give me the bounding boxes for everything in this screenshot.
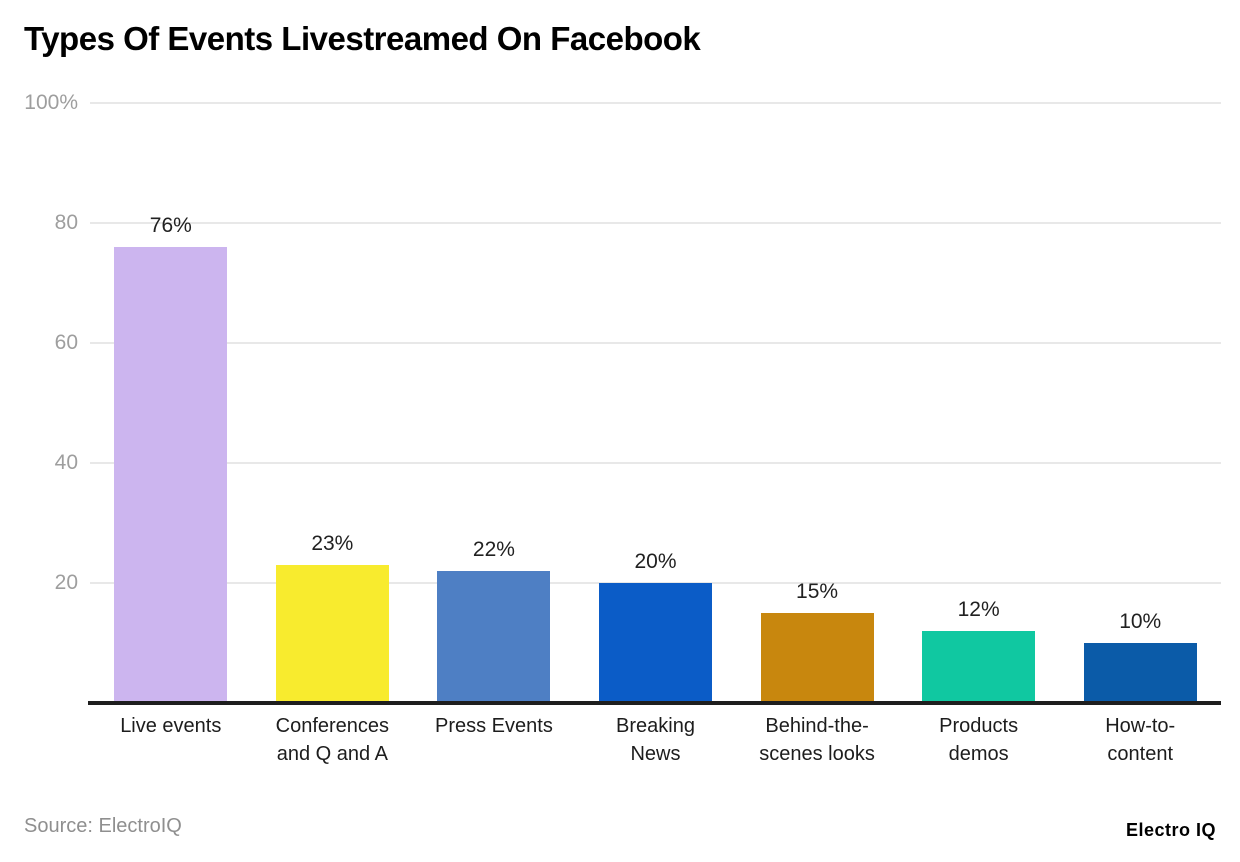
bar-behind-the-scenes-looks [760,613,874,703]
bar-chart: 100% 80 60 40 20 76% 23% 22% 20% 15% 12% 10% Live … [24,91,1221,765]
bar-value-label-breaking-news: 20% [634,550,677,573]
bar-products-demos [922,631,1036,703]
brand-logo: Electro IQ [1125,820,1216,840]
bar-conferences-and-q-and-a [275,565,389,703]
y-tick-label-100: 100% [24,91,78,114]
x-axis-label-how-to-content: How-to- content [1105,715,1176,765]
x-axis-label-products-demos: Products demos [939,715,1019,765]
x-axis-label-behind-the-scenes-looks: Behind-the- scenes looks [759,715,875,765]
bar-value-label-how-to-content: 10% [1119,610,1162,633]
y-tick-label-60: 60 [54,331,78,354]
x-axis-label-conferences-and-q-and-a: Conferences and Q and A [275,715,390,765]
gridline-80 [90,222,1221,224]
bar-value-label-live-events: 76% [149,214,192,237]
bar-live-events [114,247,228,703]
y-tick-label-40: 40 [54,451,78,474]
source-note: Source: ElectroIQ [24,815,182,837]
bar-value-label-behind-the-scenes-looks: 15% [796,580,839,603]
bar-value-label-press-events: 22% [472,538,515,561]
gridline-40 [90,462,1221,464]
gridline-60 [90,342,1221,344]
bar-press-events [437,571,551,703]
y-tick-label-20: 20 [54,571,78,594]
chart-title: Types Of Events Livestreamed On Facebook [24,20,701,57]
bar-breaking-news [599,583,712,703]
y-tick-label-80: 80 [54,211,78,234]
x-axis-label-live-events: Live events [120,715,222,737]
bar-value-label-conferences-and-q-and-a: 23% [311,532,354,555]
x-axis-label-breaking-news: Breaking News [616,715,695,765]
x-axis-line [88,701,1221,705]
bar-how-to-content [1083,643,1197,703]
bar-value-label-products-demos: 12% [957,598,1000,621]
gridline-100 [90,102,1221,104]
x-axis-label-press-events: Press Events [435,715,553,737]
